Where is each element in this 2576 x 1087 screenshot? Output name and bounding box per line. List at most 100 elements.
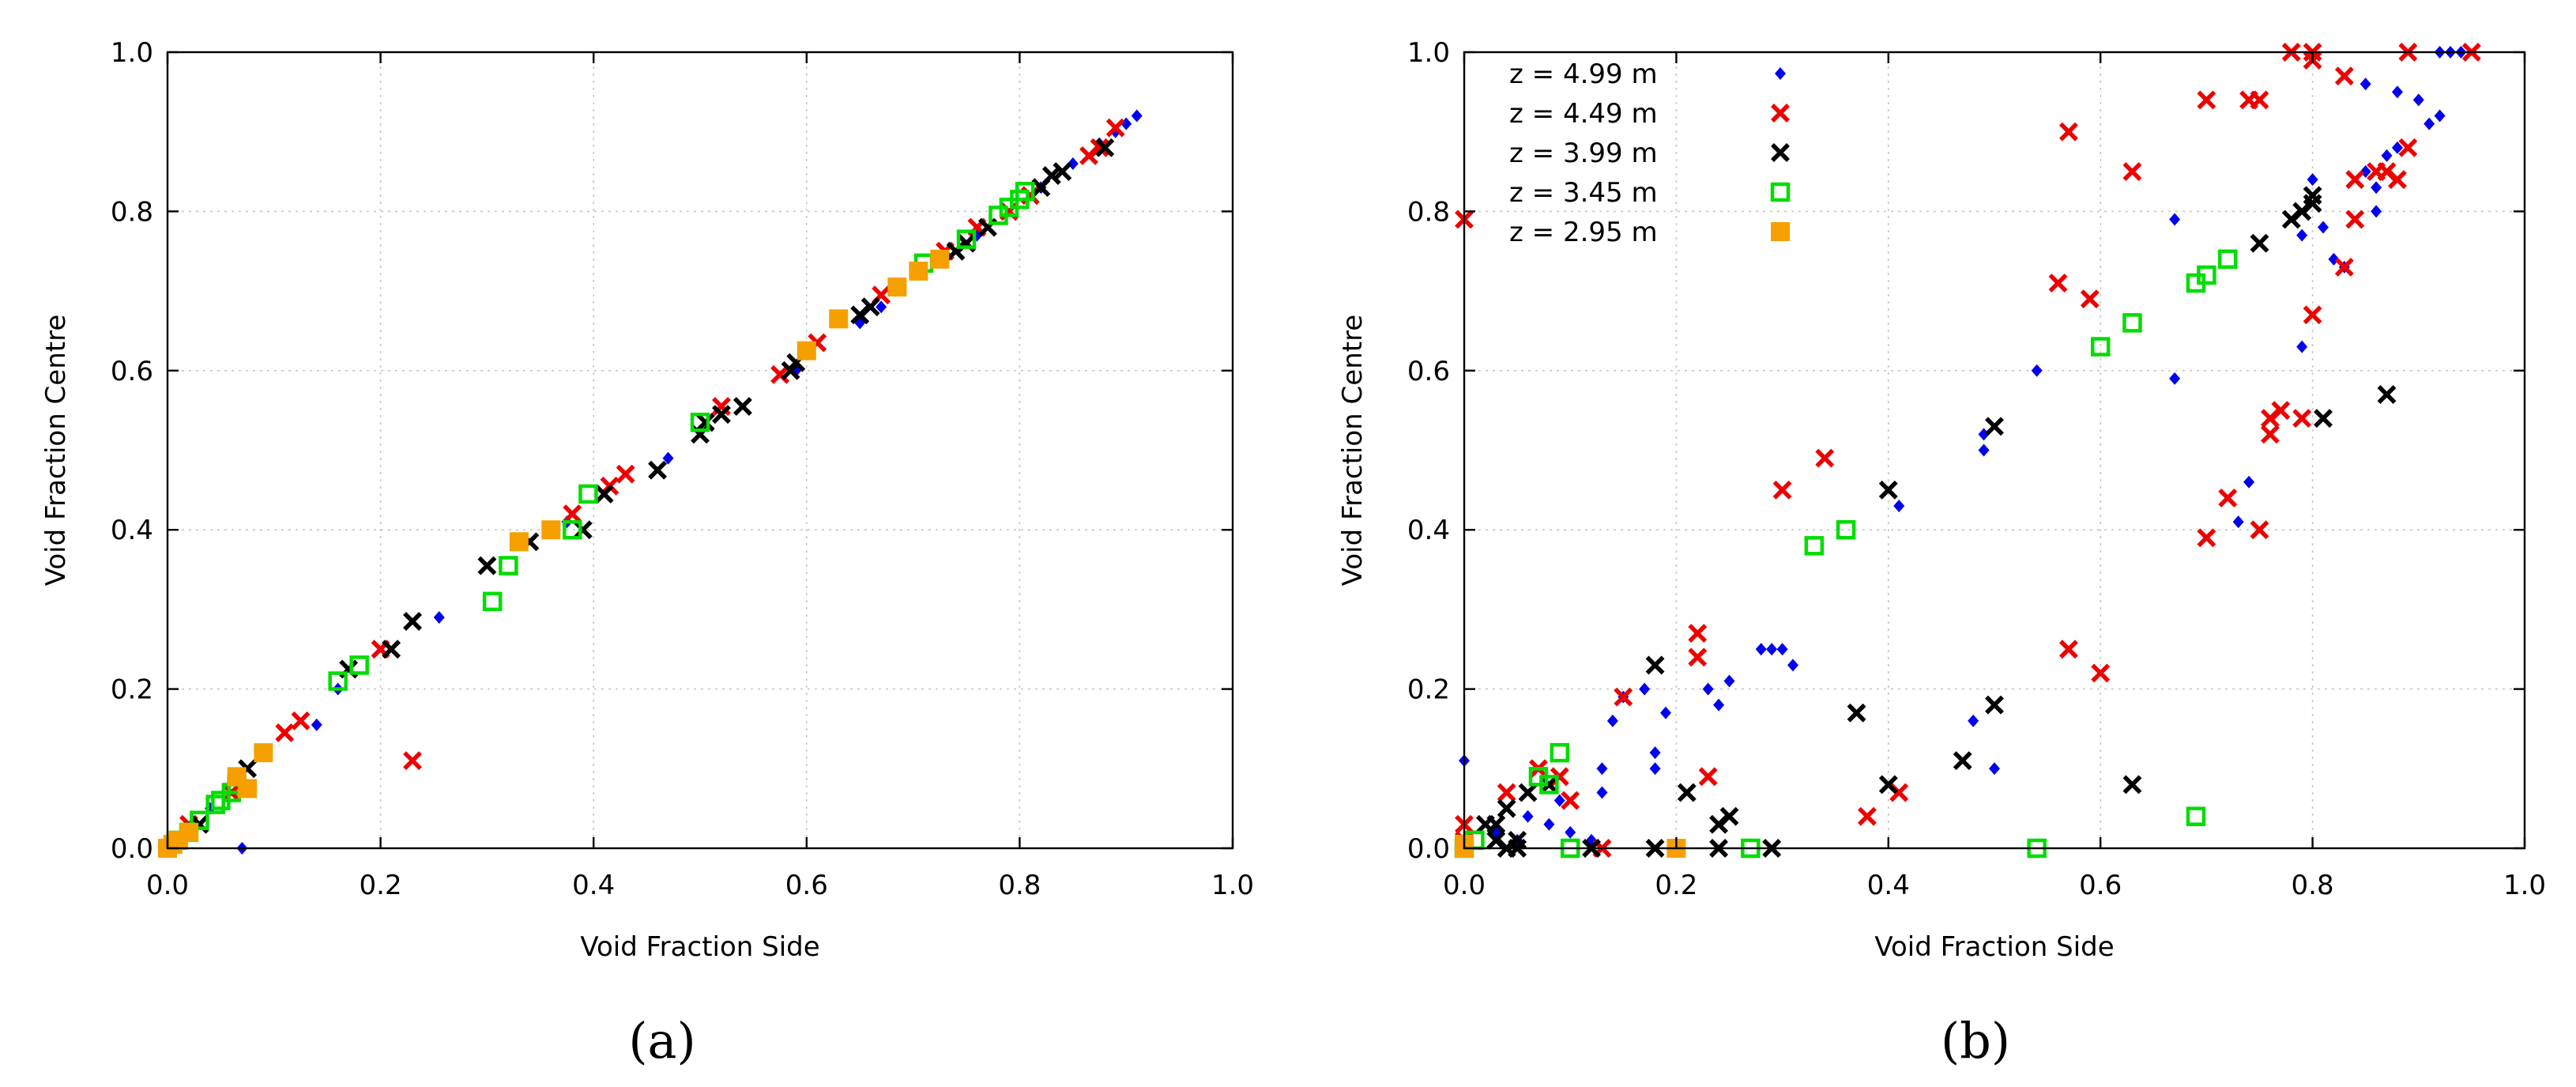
b-s3-point-15 xyxy=(1847,703,1866,723)
b-s2-point-2 xyxy=(1497,783,1516,802)
b-legend-label-4: z = 3.45 m xyxy=(1509,177,1658,209)
a-s3-point-5 xyxy=(477,556,497,576)
b-s3-point-2 xyxy=(1497,798,1516,818)
a-ytick-label: 0.0 xyxy=(111,833,153,865)
b-s4-point-14 xyxy=(2217,249,2238,270)
b-s1-point-35 xyxy=(2371,181,2382,194)
a-s5-point-13 xyxy=(930,249,950,269)
a-s5-point-8 xyxy=(541,520,561,540)
a-ytick-label: 0.2 xyxy=(111,674,153,706)
b-s1-point-39 xyxy=(2412,93,2424,107)
a-s4-point-19 xyxy=(1015,181,1035,202)
b-s2-point-10 xyxy=(1698,767,1718,787)
b-s4-point-10 xyxy=(2122,313,2142,333)
a-x-axis-label: Void Fraction Side xyxy=(580,931,819,963)
b-legend-key-3-point-0 xyxy=(1771,143,1790,162)
a-s4-point-10 xyxy=(499,556,518,576)
panel-b: 0.0 0.2 0.4 0.6 0.8 1.0 0.0 0.2 0.4 0.6 0.8 1.0 Void… xyxy=(1337,37,2546,963)
b-legend-label-1: z = 4.99 m xyxy=(1509,59,1658,90)
b-s1-point-6 xyxy=(1649,746,1661,760)
b-s1-point-5 xyxy=(1639,682,1651,696)
b-s3-point-21 xyxy=(2122,775,2142,794)
b-s1-point-36 xyxy=(2381,149,2393,162)
a-xtick-label: 0.4 xyxy=(572,870,615,901)
b-s3-point-18 xyxy=(1953,751,1972,771)
a-s1-point-15 xyxy=(1131,109,1143,123)
a-s3-point-3 xyxy=(382,640,401,659)
b-s2-point-28 xyxy=(2260,425,2280,444)
b-s3-point-8 xyxy=(1645,655,1665,675)
a-s1-point-3 xyxy=(433,610,445,624)
b-s4-point-7 xyxy=(1836,519,1856,540)
b-s1-point-40 xyxy=(2423,117,2435,130)
a-s4-point-13 xyxy=(690,413,710,432)
b-s3-point-19 xyxy=(1985,417,2004,436)
panel-a-label: (a) xyxy=(628,1012,695,1070)
b-ytick-label: 0.4 xyxy=(1407,515,1450,546)
a-xtick-label: 0.8 xyxy=(998,870,1041,901)
b-xtick-label: 0.8 xyxy=(2292,870,2334,901)
b-s2-point-15 xyxy=(2048,274,2068,293)
a-s4-point-8 xyxy=(349,655,369,675)
b-s1-point-47 xyxy=(1565,825,1576,839)
a-s2-point-15 xyxy=(1090,138,1109,157)
b-s1-point-12 xyxy=(1755,643,1767,656)
b-legend-key-4-point-0 xyxy=(1770,182,1791,202)
b-s1-point-33 xyxy=(2359,77,2371,91)
b-xtick-label: 0.4 xyxy=(1867,870,1910,901)
b-xtick-label: 1.0 xyxy=(2503,870,2546,901)
b-s1-point-38 xyxy=(2391,141,2403,154)
a-s4-point-11 xyxy=(562,519,582,540)
b-s1-point-8 xyxy=(1659,706,1671,719)
b-s3-point-6 xyxy=(1539,775,1559,794)
b-s3-point-10 xyxy=(1677,783,1697,802)
b-s1-point-22 xyxy=(2169,372,2181,385)
a-s1-point-8 xyxy=(876,300,887,314)
b-s1-point-10 xyxy=(1713,698,1725,711)
a-series-5 xyxy=(158,249,950,858)
a-s2-point-4 xyxy=(563,504,582,524)
b-s4-point-11 xyxy=(2186,806,2206,826)
b-s2-point-13 xyxy=(1858,806,1877,826)
panel-b-label: (b) xyxy=(1941,1012,2010,1070)
b-s3-point-26 xyxy=(2303,194,2322,213)
b-s1-point-29 xyxy=(2318,221,2329,234)
b-series-1 xyxy=(1459,46,2467,847)
b-s2-point-17 xyxy=(2058,640,2078,659)
b-legend-label-5: z = 2.95 m xyxy=(1509,217,1658,248)
a-s2-point-16 xyxy=(1105,118,1125,138)
b-s1-point-45 xyxy=(1522,810,1534,823)
b-s1-point-18 xyxy=(1978,443,1990,457)
a-s5-point-5 xyxy=(238,779,258,798)
a-s3-point-17 xyxy=(861,297,880,317)
a-s5-point-11 xyxy=(887,277,907,297)
a-s3-point-9 xyxy=(648,460,668,480)
a-s2-point-1 xyxy=(275,723,295,742)
b-s1-point-7 xyxy=(1649,762,1661,776)
b-s1-point-24 xyxy=(2232,515,2244,529)
b-legend-key-2-point-0 xyxy=(1771,104,1790,123)
b-ytick-label: 0.2 xyxy=(1407,674,1450,706)
b-s4-point-2 xyxy=(1539,775,1559,794)
b-s2-point-31 xyxy=(2292,409,2312,428)
panel-a: 0.0 0.2 0.4 0.6 0.8 1.0 0.0 0.2 0.4 0.6 0.8 1.0 Void… xyxy=(40,37,1254,963)
a-s4-point-15 xyxy=(956,229,977,249)
b-ytick-label: 1.0 xyxy=(1407,37,1450,69)
b-s2-point-8 xyxy=(1688,624,1708,644)
b-s3-point-1 xyxy=(1486,814,1506,834)
a-s4-point-7 xyxy=(328,671,348,691)
b-xtick-label: 0.6 xyxy=(2079,870,2122,901)
b-s1-point-3 xyxy=(1606,714,1618,727)
a-xtick-label: 0.0 xyxy=(146,870,189,901)
b-s4-point-3 xyxy=(1550,742,1570,763)
b-s2-point-41 xyxy=(2388,170,2407,190)
b-s1-point-51 xyxy=(1554,794,1565,807)
b-series-4 xyxy=(1454,249,2238,859)
a-s1-point-1 xyxy=(311,718,322,731)
a-s3-point-8 xyxy=(594,484,614,504)
a-s4-point-12 xyxy=(578,484,598,504)
a-s2-point-2 xyxy=(291,711,311,730)
b-s1-point-26 xyxy=(2296,340,2308,353)
b-s2-point-9 xyxy=(1688,647,1708,667)
b-s1-point-46 xyxy=(1543,817,1555,831)
